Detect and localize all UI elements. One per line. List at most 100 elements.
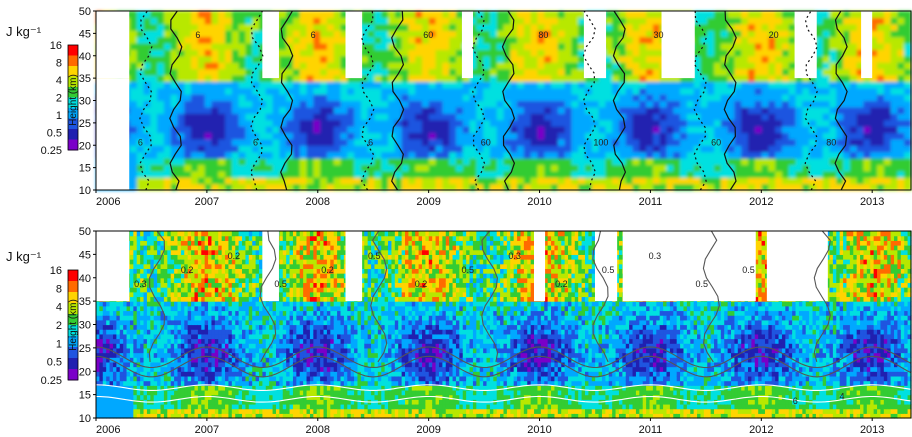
- lower-panel-y-tick-label: 50: [79, 226, 91, 238]
- upper-panel-contour-label: 6: [253, 137, 258, 147]
- upper-y-axis-label: Height (km): [68, 74, 79, 126]
- upper-x-ticks: 2006 2007 2008 2009 2010 2011 2012 2013: [95, 190, 884, 208]
- upper-panel-cells: [96, 11, 912, 191]
- upper-panel-contour-line: [723, 10, 737, 191]
- colorbar-lower-swatch: [68, 270, 78, 282]
- lower-panel-contour-label: 0.2: [321, 265, 334, 275]
- colorbar-lower-swatch: [68, 336, 78, 348]
- lower-panel-contour-line: [148, 230, 166, 362]
- lower-panel-data-gap: [594, 231, 618, 302]
- lower-panel-contours: 0.3 0.2 0.2 0.5 0.2 0.5 0.2 0.5 0.3 0.2 0.5 0.3 0.5 0…: [95, 230, 912, 406]
- colorbar-upper-swatch: [68, 108, 78, 119]
- lower-panel-contour-label: 0.5: [368, 251, 381, 261]
- upper-panel-data-gap: [345, 11, 363, 79]
- lower-panel-x-tick-label: 2011: [639, 424, 663, 436]
- lower-panel-contour-label: 0.5: [742, 265, 755, 275]
- colorbar-upper-tick-label: 16: [50, 40, 62, 52]
- upper-panel-x-tick-label: 2007: [195, 196, 219, 208]
- upper-panel-contours: 6 6 6 6 6 60 60 80 100 30 60 20 80: [138, 10, 848, 191]
- colorbar-lower-tick-label: 2: [56, 320, 62, 332]
- colorbar-upper-unit: J kg⁻¹: [6, 24, 42, 39]
- upper-panel-y-tick-label: 35: [79, 73, 91, 85]
- upper-panel-contour-label: 20: [769, 30, 779, 40]
- lower-panel-y-tick-label: 40: [79, 273, 91, 285]
- upper-panel-data-gap: [861, 11, 873, 79]
- upper-panel-contour-line: [361, 10, 375, 191]
- lower-panel-contour-line: [95, 395, 912, 403]
- upper-panel-y-tick-label: 10: [79, 185, 91, 197]
- upper-panel-contour-label: 60: [481, 137, 491, 147]
- lower-panel-y-tick-label: 45: [79, 249, 91, 261]
- lower-panel-contour-label: 0.5: [462, 265, 475, 275]
- colorbar-upper-swatch: [68, 97, 78, 109]
- upper-panel-x-tick-label: 2006: [96, 196, 120, 208]
- lower-panel-x-tick-label: 2013: [860, 424, 884, 436]
- upper-panel-contour-label: 6: [195, 30, 200, 40]
- upper-panel-y-tick-label: 20: [79, 140, 91, 152]
- upper-panel-y-tick-label: 50: [79, 6, 91, 18]
- lower-panel-x-tick-label: 2010: [527, 424, 551, 436]
- lower-panel-contour-line: [813, 230, 831, 363]
- colorbar-upper-swatch: [68, 129, 78, 140]
- upper-panel-contour-line: [693, 10, 707, 191]
- lower-panel-contour-label: 0.5: [602, 265, 615, 275]
- upper-panel-x-tick-label: 2011: [639, 196, 663, 208]
- upper-panel-contour-line: [391, 10, 405, 191]
- lower-panel-y-tick-label: 35: [79, 296, 91, 308]
- lower-panel-contour-line: [702, 230, 720, 363]
- upper-panel-contour-label: 6: [368, 137, 373, 147]
- upper-panel-contour-label: 100: [593, 137, 608, 147]
- upper-panel-contour-label: 60: [711, 137, 721, 147]
- colorbar-upper-swatch: [68, 139, 78, 151]
- lower-panel: 0.3 0.2 0.2 0.5 0.2 0.5 0.2 0.5 0.3 0.2 0.5 0.3 0.5 0…: [68, 226, 912, 436]
- lower-panel-data-gap: [533, 231, 546, 302]
- upper-panel-x-tick-label: 2013: [860, 196, 884, 208]
- colorbar-upper-tick-label: 1: [56, 110, 62, 122]
- colorbar-lower-swatch: [68, 292, 78, 304]
- lower-panel-field: [96, 231, 912, 419]
- colorbar-lower-swatch: [68, 281, 78, 293]
- upper-panel-data-gap: [583, 11, 607, 79]
- lower-panel-contour-label: 0.5: [695, 279, 708, 289]
- lower-panel-contour-label: 0.2: [181, 265, 194, 275]
- colorbar-lower-outline: [67, 269, 79, 381]
- colorbar-upper-swatch: [68, 55, 78, 67]
- upper-panel-y-tick-label: 30: [79, 96, 91, 108]
- lower-panel-contour-label: 0.2: [415, 279, 428, 289]
- upper-panel-data-gap: [96, 78, 130, 190]
- lower-panel-y-tick-label: 15: [79, 390, 91, 402]
- colorbar-upper-tick-label: 4: [56, 75, 62, 87]
- upper-panel-data-gap: [96, 11, 130, 79]
- colorbar-lower-tick-label: 1: [56, 338, 62, 350]
- lower-panel-y-tick-label: 10: [79, 413, 91, 425]
- colorbar-upper-bar: [67, 44, 79, 151]
- upper-panel-contour-line: [169, 10, 183, 191]
- colorbar-upper-tick-label: 8: [56, 58, 62, 70]
- upper-panel-data-gap: [262, 11, 279, 79]
- lower-panel-x-tick-label: 2006: [96, 424, 120, 436]
- upper-panel-field: [96, 11, 912, 191]
- colorbar-lower-tick-label: 0.25: [41, 375, 62, 387]
- colorbar-lower-bar: [67, 269, 79, 381]
- colorbar-lower-tick-label: 4: [56, 302, 62, 314]
- colorbar-lower-ticks: 16 8 4 2 1 0.5 0.25: [41, 265, 62, 387]
- upper-panel-y-tick-label: 40: [79, 51, 91, 63]
- upper-panel-x-tick-label: 2008: [306, 196, 330, 208]
- colorbar-upper-swatch: [68, 76, 78, 88]
- colorbar-upper: J kg⁻¹ 16 8 4 2 1 0.5 0.25: [6, 24, 79, 157]
- lower-panel-data-gap: [96, 231, 130, 302]
- lower-panel-contour-line: [95, 346, 912, 369]
- upper-panel-data-gap: [461, 11, 474, 79]
- upper-panel-contour-label: 6: [311, 30, 316, 40]
- lower-panel-contour-label: 0.3: [134, 279, 147, 289]
- colorbar-upper-swatch: [68, 118, 78, 130]
- lower-panel-y-tick-label: 25: [79, 343, 91, 355]
- colorbar-lower-swatch: [68, 369, 78, 381]
- lower-panel-contour-label: 0.2: [228, 251, 241, 261]
- lower-panel-contour-line: [592, 230, 609, 363]
- upper-panel-x-tick-label: 2009: [416, 196, 440, 208]
- lower-panel-data-gap: [622, 231, 756, 302]
- colorbar-upper-tick-label: 2: [56, 93, 62, 105]
- upper-panel-contour-label: 30: [654, 30, 664, 40]
- lower-panel-contour-label: 6: [793, 396, 798, 406]
